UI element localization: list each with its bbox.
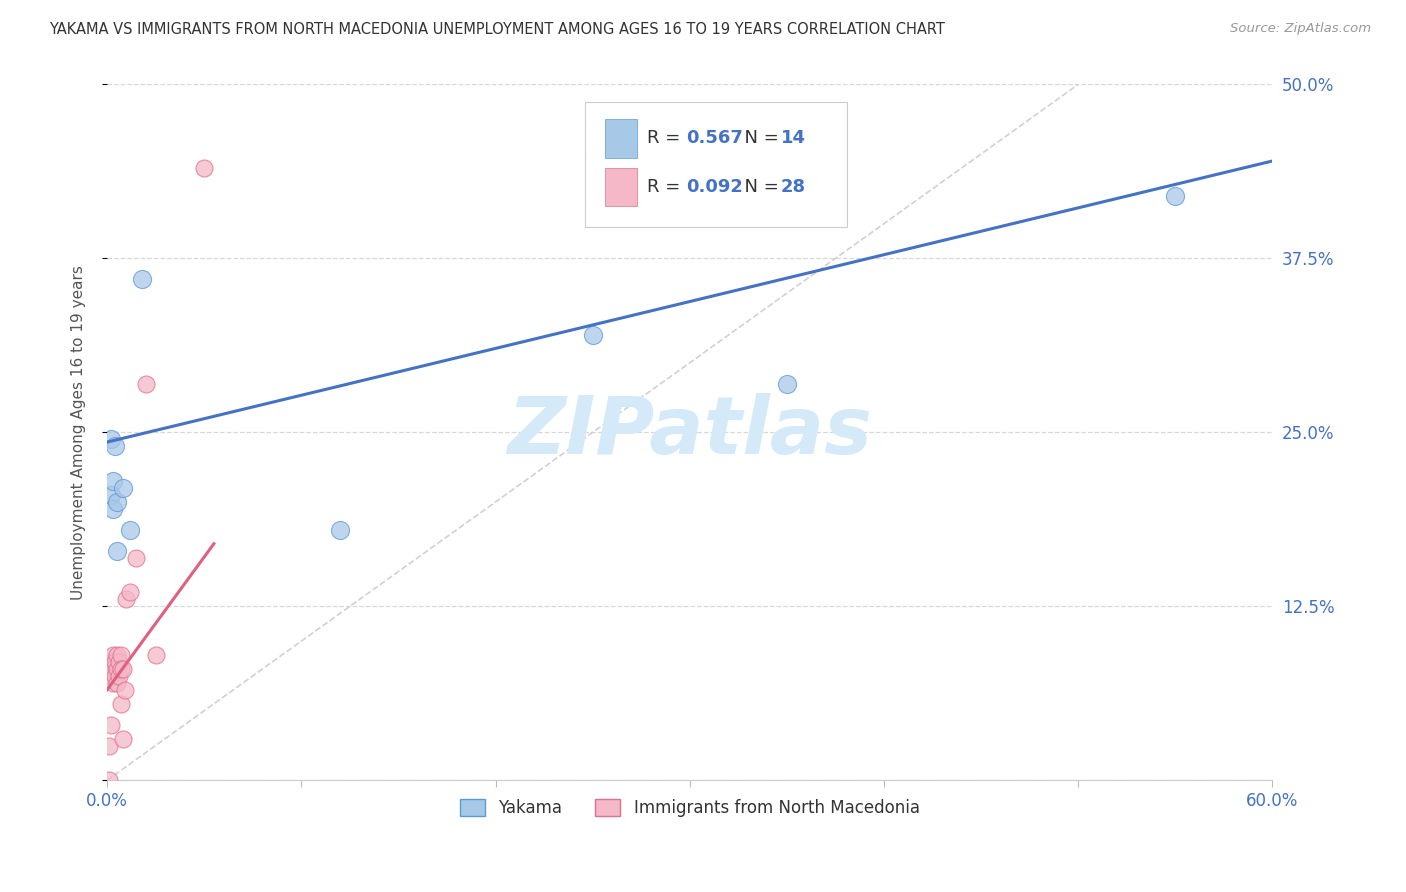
Text: Source: ZipAtlas.com: Source: ZipAtlas.com (1230, 22, 1371, 36)
Point (100, 669, 122, 683)
Text: R =: R = (647, 129, 686, 147)
Text: R =: R = (647, 178, 686, 196)
Point (1164, 188, 1187, 202)
Point (131, 272, 153, 286)
Text: ZIPatlas: ZIPatlas (508, 393, 872, 471)
Point (101, 676, 124, 690)
Point (776, 376, 799, 391)
Point (135, 376, 157, 391)
Point (115, 592, 138, 607)
Point (329, 523, 352, 537)
Text: YAKAMA VS IMMIGRANTS FROM NORTH MACEDONIA UNEMPLOYMENT AMONG AGES 16 TO 19 YEARS: YAKAMA VS IMMIGRANTS FROM NORTH MACEDONI… (49, 22, 945, 37)
Point (105, 676, 128, 690)
Point (110, 697, 132, 711)
Text: 28: 28 (780, 178, 806, 196)
Point (100, 717, 122, 731)
Point (125, 550, 148, 565)
Legend: Yakama, Immigrants from North Macedonia: Yakama, Immigrants from North Macedonia (453, 793, 927, 824)
Text: 0.092: 0.092 (686, 178, 744, 196)
Point (120, 523, 142, 537)
Point (110, 662, 132, 676)
Point (193, 161, 215, 175)
Point (100, 433, 122, 447)
Point (101, 662, 124, 676)
Point (104, 655, 127, 669)
Point (120, 585, 142, 599)
Text: N =: N = (733, 129, 785, 147)
Point (110, 648, 132, 662)
Point (145, 648, 167, 662)
Point (582, 328, 605, 343)
Point (98, 773, 121, 788)
Y-axis label: Unemployment Among Ages 16 to 19 years: Unemployment Among Ages 16 to 19 years (72, 265, 86, 599)
Text: 14: 14 (780, 129, 806, 147)
Point (104, 439, 127, 453)
Point (105, 662, 128, 676)
Point (100, 488, 122, 502)
Point (111, 481, 134, 495)
Point (98, 739, 121, 753)
Point (105, 648, 128, 662)
Bar (605, 168, 637, 206)
Point (105, 543, 128, 558)
Point (101, 655, 124, 669)
Point (107, 655, 129, 669)
Point (107, 669, 129, 683)
FancyBboxPatch shape (585, 102, 846, 227)
Point (101, 648, 124, 662)
Point (104, 669, 127, 683)
Bar (605, 120, 637, 158)
Point (114, 682, 136, 697)
Point (111, 662, 134, 676)
Point (105, 495, 128, 509)
Point (111, 731, 134, 746)
Text: 0.567: 0.567 (686, 129, 744, 147)
Point (101, 502, 124, 516)
Point (101, 474, 124, 488)
Point (100, 655, 122, 669)
Text: N =: N = (733, 178, 785, 196)
